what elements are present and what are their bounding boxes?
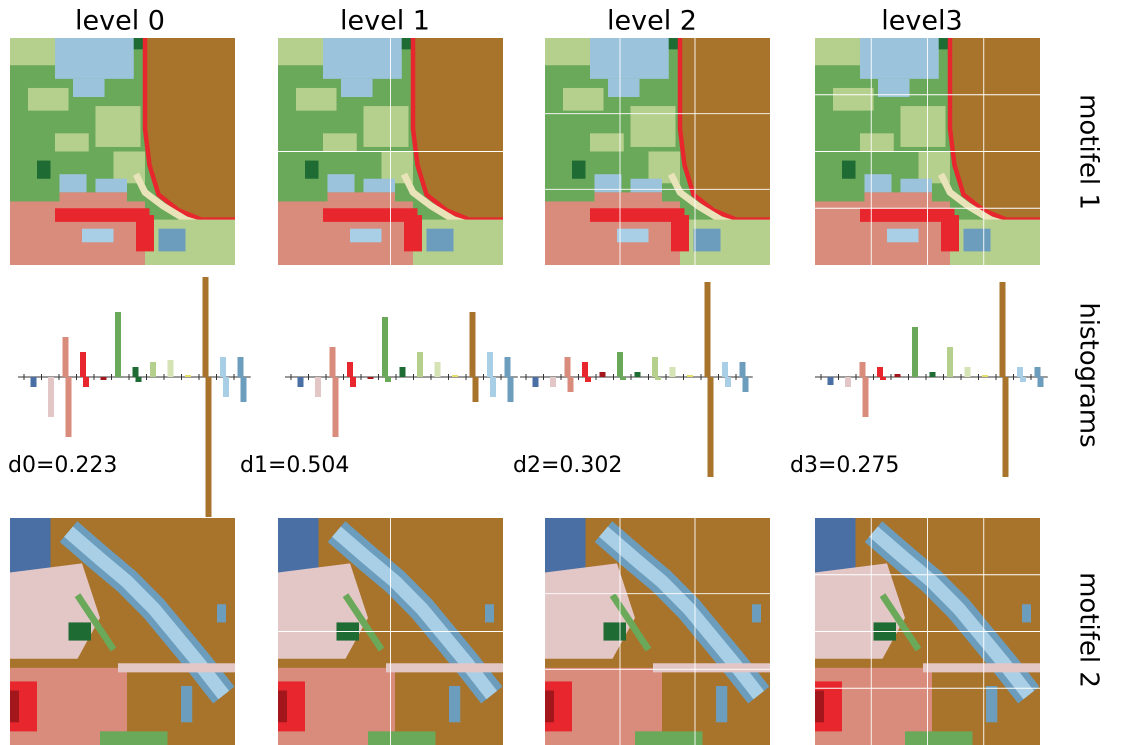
hist-bar [330, 347, 336, 377]
hist-bar [505, 357, 511, 377]
map [545, 38, 770, 265]
hist-bar [63, 337, 69, 377]
hist-bar [880, 377, 886, 380]
maps [10, 38, 1040, 745]
hist-bar [382, 317, 388, 377]
hist-bar [487, 352, 493, 377]
hist-bar [136, 377, 142, 382]
level-title: level 2 [607, 6, 697, 37]
hist-bar [895, 374, 901, 377]
level-title: level 1 [340, 6, 430, 37]
hist-bar [1003, 377, 1009, 477]
hist-bar [982, 375, 988, 377]
hist-bar [652, 357, 658, 377]
hist-bar [83, 377, 89, 387]
hist-bar [863, 377, 869, 417]
hist-bar [400, 367, 406, 377]
hist-bar [452, 375, 458, 377]
hist-bar [238, 357, 244, 377]
row-label: motifel 2 [1074, 572, 1104, 688]
hist-bar [533, 377, 539, 387]
hist-bar [965, 367, 971, 377]
hist-bar [740, 362, 746, 377]
hist-bar [185, 375, 191, 377]
hist-bar [66, 377, 72, 437]
hist-bar [315, 377, 321, 397]
hist-bar [568, 377, 574, 392]
hist-bar [333, 377, 339, 437]
hist-bar [828, 377, 834, 385]
hist-bar [670, 367, 676, 377]
hist-bar [417, 352, 423, 377]
map [278, 518, 503, 745]
hist-bar [385, 377, 391, 382]
hist-bar [620, 377, 626, 380]
hist-bar [115, 312, 121, 377]
hist-bar [490, 377, 496, 397]
hist-bar [743, 377, 749, 392]
map [10, 38, 235, 265]
hist-bar [565, 357, 571, 377]
hist-bar [133, 367, 139, 377]
distance-label: d1=0.504 [240, 453, 349, 478]
histograms [18, 277, 1048, 517]
hist-bar [220, 357, 226, 377]
hist-bar [1020, 377, 1026, 382]
distance-label: d0=0.223 [8, 453, 117, 478]
hist-bar [1017, 367, 1023, 377]
hist-bar [508, 377, 514, 402]
hist-bar [722, 362, 728, 377]
hist-bar [912, 327, 918, 377]
hist-bar [860, 362, 866, 377]
hist-bar [708, 377, 714, 477]
hist-bar [687, 375, 693, 377]
hist-bar [48, 377, 54, 417]
map [545, 518, 770, 745]
hist-bar [241, 377, 247, 402]
hist-bar [298, 377, 304, 387]
level-title: level 0 [75, 6, 165, 37]
hist-bar [150, 362, 156, 377]
distance-label: d3=0.275 [790, 453, 899, 478]
hist-bar [655, 377, 661, 380]
hist-bar [635, 372, 641, 377]
hist-bar [1035, 367, 1041, 377]
hist-bar [877, 367, 883, 377]
hist-bar [350, 377, 356, 387]
hist-bar [1038, 377, 1044, 387]
hist-bar [101, 377, 107, 380]
hist-bar [582, 362, 588, 377]
hist-bar [725, 377, 731, 387]
hist-bar [705, 282, 711, 377]
level-title: level3 [881, 6, 962, 37]
hist-bar [223, 377, 229, 397]
hist-bar [347, 362, 353, 377]
hist-bar [473, 377, 479, 402]
hist-bar [206, 377, 212, 517]
hist-bar [203, 277, 209, 377]
hist-bar [930, 372, 936, 377]
figure: level 0 level 1 level 2 level3 motifel 1 hist… [0, 0, 1121, 745]
map [278, 38, 503, 265]
row-label: histograms [1074, 302, 1104, 447]
hist-bar [947, 347, 953, 377]
hist-bar [617, 352, 623, 377]
hist-bar [1000, 282, 1006, 377]
hist-bar [845, 377, 851, 387]
hist-bar [435, 362, 441, 377]
distance-label: d2=0.302 [513, 453, 622, 478]
hist-bar [368, 377, 374, 379]
map [815, 38, 1040, 265]
hist-bar [600, 372, 606, 377]
hist-bar [550, 377, 556, 387]
hist-bar [168, 360, 174, 377]
map [815, 518, 1040, 745]
row-label: motifel 1 [1074, 94, 1104, 210]
hist-bar [585, 377, 591, 382]
hist-bar [470, 312, 476, 377]
hist-bar [31, 377, 37, 387]
page: level 0 level 1 level 2 level3 motifel 1 hist… [0, 0, 1121, 745]
hist-bar [80, 352, 86, 377]
map [10, 518, 235, 745]
